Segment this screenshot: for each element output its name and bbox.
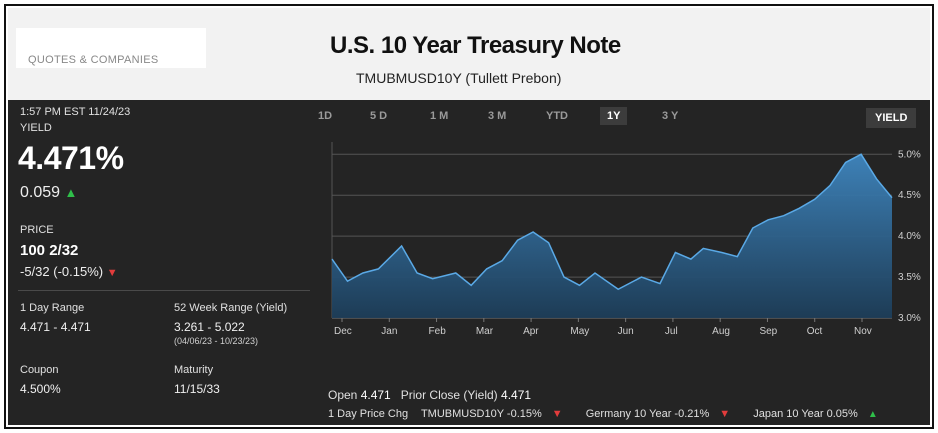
quotes-companies-search[interactable]: QUOTES & COMPANIES [16, 28, 206, 68]
tab-3y[interactable]: 3 Y [662, 110, 679, 122]
yield-value: 4.471% [18, 140, 124, 176]
tab-ytd[interactable]: YTD [546, 110, 568, 122]
y-tick-label: 3.5% [898, 272, 921, 283]
x-tick-label: Jun [618, 326, 634, 336]
tab-5d[interactable]: 5 D [370, 110, 388, 122]
tab-1m[interactable]: 1 M [430, 110, 449, 122]
chg-item-2[interactable]: Germany 10 Year -0.21% ▼ [586, 408, 740, 420]
x-tick-label: Dec [334, 326, 352, 336]
x-tick-label: Sep [759, 326, 777, 336]
x-tick-label: Feb [429, 326, 447, 336]
week52-dates: (04/06/23 - 10/23/23) [174, 336, 259, 346]
yield-label: YIELD [20, 122, 52, 134]
prior-close-value: 4.471 [501, 388, 532, 402]
yield-area [332, 154, 892, 318]
x-tick-label: Mar [476, 326, 494, 336]
page-title: U.S. 10 Year Treasury Note [330, 32, 621, 59]
divider [18, 290, 310, 291]
tab-1d[interactable]: 1D [318, 110, 333, 122]
arrow-up-icon: ▲ [867, 409, 878, 420]
coupon-value: 4.500% [20, 382, 61, 396]
prior-close-label: Prior Close (Yield) [400, 388, 498, 402]
price-value: 100 2/32 [20, 242, 79, 259]
quote-timestamp: 1:57 PM EST 11/24/23 [20, 106, 131, 118]
chg-item-1[interactable]: TMUBMUSD10Y -0.15% ▼ [421, 408, 573, 420]
footer-changes-row: 1 Day Price Chg TMUBMUSD10Y -0.15% ▼ Germ… [328, 408, 898, 420]
x-tick-label: Jul [665, 326, 678, 336]
x-tick-label: Apr [523, 326, 539, 336]
yield-chart: 5.0% 4.5% 4.0% 3.5% 3.0% Dec Jan Feb Mar Apr May J… [331, 142, 921, 336]
day-range-label: 1 Day Range [20, 302, 85, 314]
chg-item-3[interactable]: Japan 10 Year 0.05% ▲ [753, 408, 888, 420]
yield-toggle-button[interactable]: YIELD [866, 108, 917, 128]
price-chg-label: 1 Day Price Chg [328, 408, 409, 420]
week52-value: 3.261 - 5.022 [174, 320, 245, 334]
coupon-label: Coupon [20, 364, 59, 376]
x-tick-label: May [570, 326, 589, 336]
price-change: -5/32 (-0.15%) ▼ [20, 264, 118, 279]
chg-item-1-text: TMUBMUSD10Y -0.15% [420, 408, 542, 420]
maturity-label: Maturity [174, 364, 214, 376]
yield-change-value: 0.059 [20, 184, 61, 201]
arrow-down-icon: ▼ [106, 267, 118, 279]
quotes-companies-label: QUOTES & COMPANIES [28, 54, 159, 66]
quote-panel: 1:57 PM EST 11/24/23 YIELD 4.471% 0.059 … [8, 100, 930, 425]
page-frame: QUOTES & COMPANIES U.S. 10 Year Treasury… [4, 4, 934, 429]
x-tick-label: Nov [854, 326, 872, 336]
yield-line [331, 153, 893, 291]
open-label: Open [328, 388, 358, 402]
price-change-value: -5/32 (-0.15%) [20, 264, 104, 279]
tab-3m[interactable]: 3 M [488, 110, 507, 122]
y-tick-label: 4.5% [898, 190, 921, 201]
yield-change: 0.059 ▲ [20, 184, 77, 202]
week52-label: 52 Week Range (Yield) [174, 302, 288, 314]
day-range-value: 4.471 - 4.471 [20, 320, 91, 334]
price-label: PRICE [20, 224, 54, 236]
chg-item-3-text: Japan 10 Year 0.05% [753, 408, 858, 420]
y-tick-label: 5.0% [898, 149, 921, 160]
arrow-down-icon: ▼ [719, 408, 731, 420]
y-tick-label: 4.0% [898, 231, 921, 242]
maturity-value: 11/15/33 [174, 382, 220, 396]
page-subtitle: TMUBMUSD10Y (Tullett Prebon) [356, 70, 562, 86]
x-tick-label: Oct [807, 326, 823, 336]
arrow-down-icon: ▼ [551, 408, 563, 420]
x-tick-label: Jan [381, 326, 397, 336]
x-tick-label: Aug [712, 326, 730, 336]
tab-1y[interactable]: 1Y [600, 107, 628, 125]
open-value: 4.471 [360, 388, 391, 402]
footer-open-row: Open 4.471 Prior Close (Yield) 4.471 [328, 388, 531, 402]
y-tick-label: 3.0% [898, 313, 921, 324]
header: QUOTES & COMPANIES U.S. 10 Year Treasury… [8, 8, 930, 101]
chg-item-2-text: Germany 10 Year -0.21% [585, 408, 710, 420]
arrow-up-icon: ▲ [64, 185, 78, 200]
